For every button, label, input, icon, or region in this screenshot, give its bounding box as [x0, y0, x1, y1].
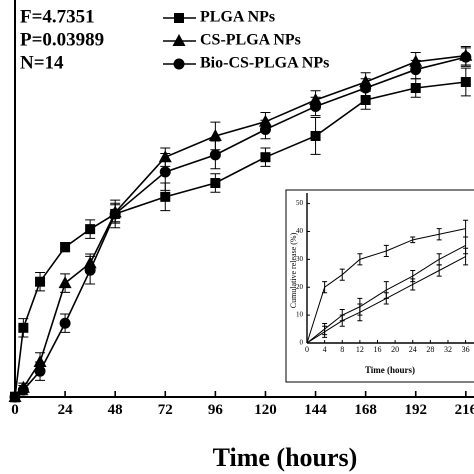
marker — [410, 64, 422, 76]
y-tick-label: 20 — [296, 283, 304, 291]
error-bar — [322, 281, 328, 294]
marker — [84, 264, 96, 276]
marker — [17, 384, 29, 396]
error-bar — [339, 314, 345, 327]
marker — [59, 317, 71, 329]
error-bar — [436, 228, 442, 241]
x-tick-label: 168 — [354, 402, 377, 418]
error-bar — [410, 278, 416, 291]
marker — [460, 51, 472, 63]
x-tick-label: 36 — [462, 345, 470, 354]
error-bar — [383, 292, 389, 305]
marker — [18, 322, 29, 333]
x-tick-label: 216 — [455, 402, 474, 418]
error-bar — [322, 325, 328, 338]
legend-marker — [173, 58, 185, 70]
marker — [460, 77, 471, 88]
x-tick-label: 48 — [108, 402, 123, 418]
marker — [360, 95, 371, 106]
x-tick-label: 24 — [58, 402, 74, 418]
marker — [85, 224, 96, 235]
legend-label: PLGA NPs — [200, 9, 275, 26]
x-tick-label: 28 — [426, 345, 434, 354]
x-axis-label: Time (hours) — [213, 443, 358, 472]
legend-label: Bio-CS-PLGA NPs — [200, 55, 329, 72]
marker — [360, 82, 372, 94]
marker — [34, 365, 46, 377]
x-tick-label: 12 — [356, 345, 364, 354]
marker — [209, 149, 221, 161]
marker — [310, 130, 321, 141]
annotation: F=4.7351 — [20, 6, 95, 27]
error-bar — [357, 253, 363, 266]
series-line — [306, 256, 466, 344]
legend-marker — [172, 34, 186, 46]
marker — [410, 83, 421, 94]
marker — [310, 100, 322, 112]
error-bar — [383, 244, 389, 258]
marker — [259, 124, 271, 136]
x-tick-label: 72 — [158, 402, 173, 418]
marker — [210, 178, 221, 189]
marker — [260, 152, 271, 163]
x-tick-label: 192 — [404, 402, 427, 418]
x-tick-label: 0 — [305, 345, 309, 354]
x-tick-label: 0 — [11, 402, 19, 418]
error-bar — [463, 247, 469, 266]
marker — [109, 208, 121, 220]
marker — [208, 128, 222, 141]
y-axis-label: Cumulative release (%) — [289, 232, 298, 308]
error-bar — [339, 268, 345, 281]
error-bar — [436, 264, 442, 277]
legend-marker — [174, 13, 184, 23]
marker — [9, 391, 21, 403]
x-tick-label: 8 — [340, 345, 344, 354]
inset-frame — [285, 189, 474, 383]
error-bar — [357, 303, 363, 322]
y-tick-label: 10 — [296, 311, 304, 319]
y-tick-label: 40 — [296, 227, 304, 235]
series-line — [306, 244, 466, 344]
x-tick-label: 4 — [323, 345, 327, 354]
marker — [159, 166, 171, 178]
marker — [58, 276, 72, 289]
y-tick-label: 30 — [296, 255, 304, 263]
series-line — [306, 228, 466, 344]
x-tick-label: 120 — [254, 402, 277, 418]
x-tick-label: 24 — [409, 345, 417, 354]
marker — [35, 276, 46, 287]
x-tick-label: 144 — [304, 402, 327, 418]
x-axis-label: Time (hours) — [365, 365, 415, 375]
x-tick-label: 20 — [391, 345, 399, 354]
marker — [60, 242, 71, 253]
error-bar — [410, 236, 416, 244]
legend-label: CS-PLGA NPs — [200, 32, 301, 49]
x-tick-label: 32 — [444, 345, 452, 354]
marker — [160, 191, 171, 202]
x-tick-label: 96 — [208, 402, 224, 418]
y-tick-label: 50 — [296, 199, 304, 207]
x-tick-label: 16 — [373, 345, 381, 354]
annotation: N=14 — [20, 52, 64, 73]
y-tick-label: 0 — [300, 339, 304, 347]
annotation: P=0.03989 — [20, 29, 104, 50]
